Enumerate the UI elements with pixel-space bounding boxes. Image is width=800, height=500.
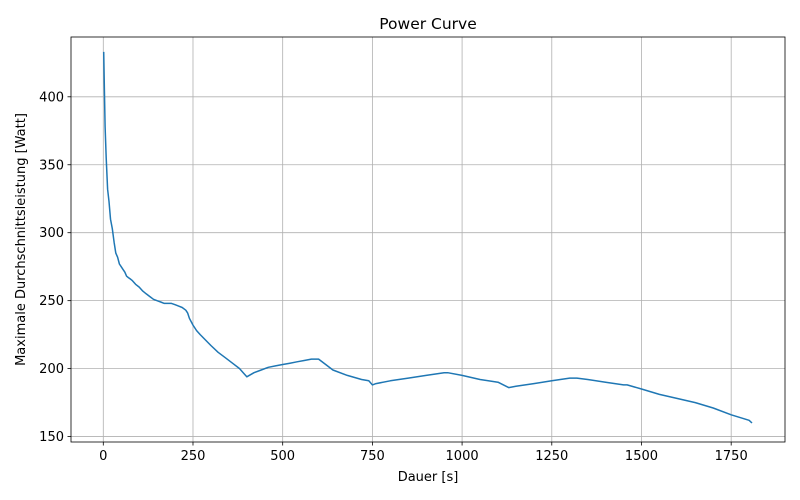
x-axis-label: Dauer [s]: [398, 470, 459, 485]
y-tick-label: 200: [39, 362, 64, 377]
series-line: [102, 51, 753, 424]
x-tick-label: 1250: [535, 449, 568, 464]
x-axis-ticks: 0 250 500 750 1000 1250 1500 1750: [99, 442, 748, 464]
y-tick-label: 400: [39, 90, 64, 105]
chart-title: Power Curve: [379, 15, 477, 33]
x-tick-label: 1500: [625, 449, 658, 464]
y-axis-ticks: 150 200 250 300 350 400: [39, 90, 71, 445]
x-tick-label: 0: [99, 449, 107, 464]
series-layer: [102, 51, 753, 424]
y-axis-label: Maximale Durchschnittsleistung [Watt]: [14, 113, 29, 366]
x-tick-label: 750: [360, 449, 385, 464]
grid: [71, 37, 785, 442]
y-tick-label: 300: [39, 226, 64, 241]
x-tick-label: 500: [270, 449, 295, 464]
y-tick-label: 350: [39, 158, 64, 173]
x-tick-label: 250: [181, 449, 206, 464]
y-tick-label: 150: [39, 430, 64, 445]
x-tick-label: 1750: [715, 449, 748, 464]
x-tick-label: 1000: [446, 449, 479, 464]
plot-frame: [70, 36, 786, 443]
y-tick-label: 250: [39, 294, 64, 309]
